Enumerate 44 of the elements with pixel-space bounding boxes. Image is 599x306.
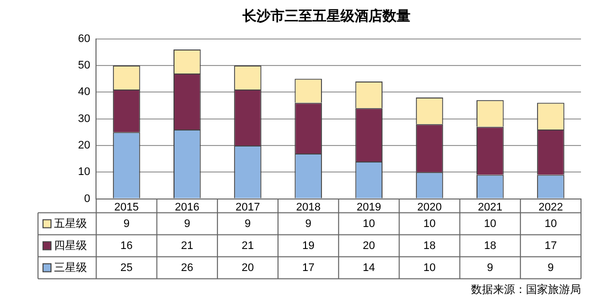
x-tick-label: 2019 [356,201,382,214]
y-tick-label: 60 [78,32,90,45]
data-label: 9 [244,218,251,230]
y-tick-label: 50 [78,60,90,72]
data-label: 26 [181,262,194,274]
y-tick-label: 40 [78,86,90,98]
data-label: 10 [423,218,436,230]
data-label: 9 [548,262,554,274]
legend-label: 五星级 [54,218,87,230]
y-tick-label: 0 [84,192,90,205]
data-label: 18 [484,240,496,252]
data-label: 9 [305,218,312,230]
data-label: 10 [484,218,496,230]
data-label: 21 [181,240,194,252]
data-label: 25 [120,262,133,274]
x-tick-label: 2020 [417,201,442,214]
y-tick-label: 10 [78,166,90,178]
data-label: 20 [362,240,376,252]
data-label: 10 [544,218,557,230]
data-label: 21 [242,240,254,252]
data-label: 14 [362,262,376,274]
x-tick-label: 2022 [538,201,563,214]
x-tick-label: 2015 [114,201,139,214]
x-tick-label: 2016 [174,201,200,214]
legend-label: 四星级 [54,240,87,252]
data-label: 20 [242,262,254,274]
y-tick-label: 30 [78,112,90,125]
chart-title: 长沙市三至五星级酒店数量 [242,7,410,24]
data-label: 9 [487,262,494,274]
data-label: 9 [184,218,190,230]
x-tick-label: 2021 [478,201,502,214]
data-label: 10 [423,262,436,274]
data-label: 16 [120,240,133,252]
data-label: 19 [302,240,314,252]
data-label: 17 [544,240,557,252]
data-label: 17 [302,262,314,274]
data-label: 18 [423,240,436,252]
legend-label: 三星级 [54,262,87,274]
source-note: 数据来源：国家旅游局 [471,282,581,296]
x-tick-label: 2017 [235,201,260,214]
x-tick-label: 2018 [296,201,321,214]
data-label: 9 [123,218,130,230]
data-label: 10 [362,218,376,230]
y-tick-label: 20 [78,140,90,152]
